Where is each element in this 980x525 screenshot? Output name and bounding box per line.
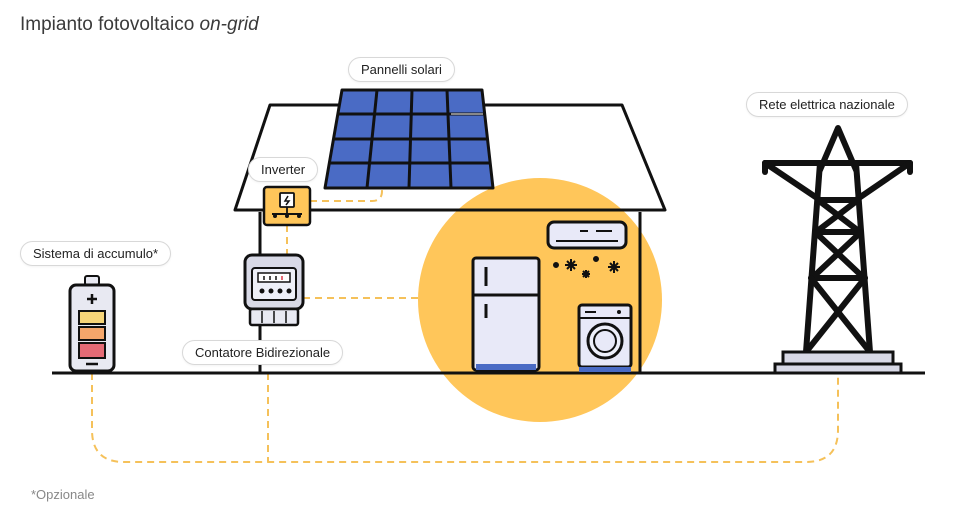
energy-flow-lines: [91, 186, 839, 463]
pylon-icon: [762, 125, 913, 355]
meter-icon: [243, 253, 305, 327]
washing-machine-icon: [577, 303, 633, 372]
label-inverter: Inverter: [248, 157, 319, 182]
label-bidirectional-meter: Contatore Bidirezionale: [182, 340, 344, 365]
footnote: *Opzionale: [31, 487, 95, 502]
battery-icon: [68, 275, 116, 373]
inverter-icon: [262, 185, 312, 227]
label-solar-panels: Pannelli solari: [348, 57, 455, 82]
page-title: Impianto fotovoltaico on-grid: [20, 14, 259, 35]
label-national-grid: Rete elettrica nazionale: [746, 92, 908, 117]
pylon-base: [773, 350, 903, 375]
fridge-icon: [471, 256, 541, 372]
air-conditioner-icon: [546, 220, 628, 250]
cold-air-decoration: [553, 256, 620, 278]
label-storage-system: Sistema di accumulo*: [20, 241, 171, 266]
solar-panel-icon: [323, 88, 495, 190]
